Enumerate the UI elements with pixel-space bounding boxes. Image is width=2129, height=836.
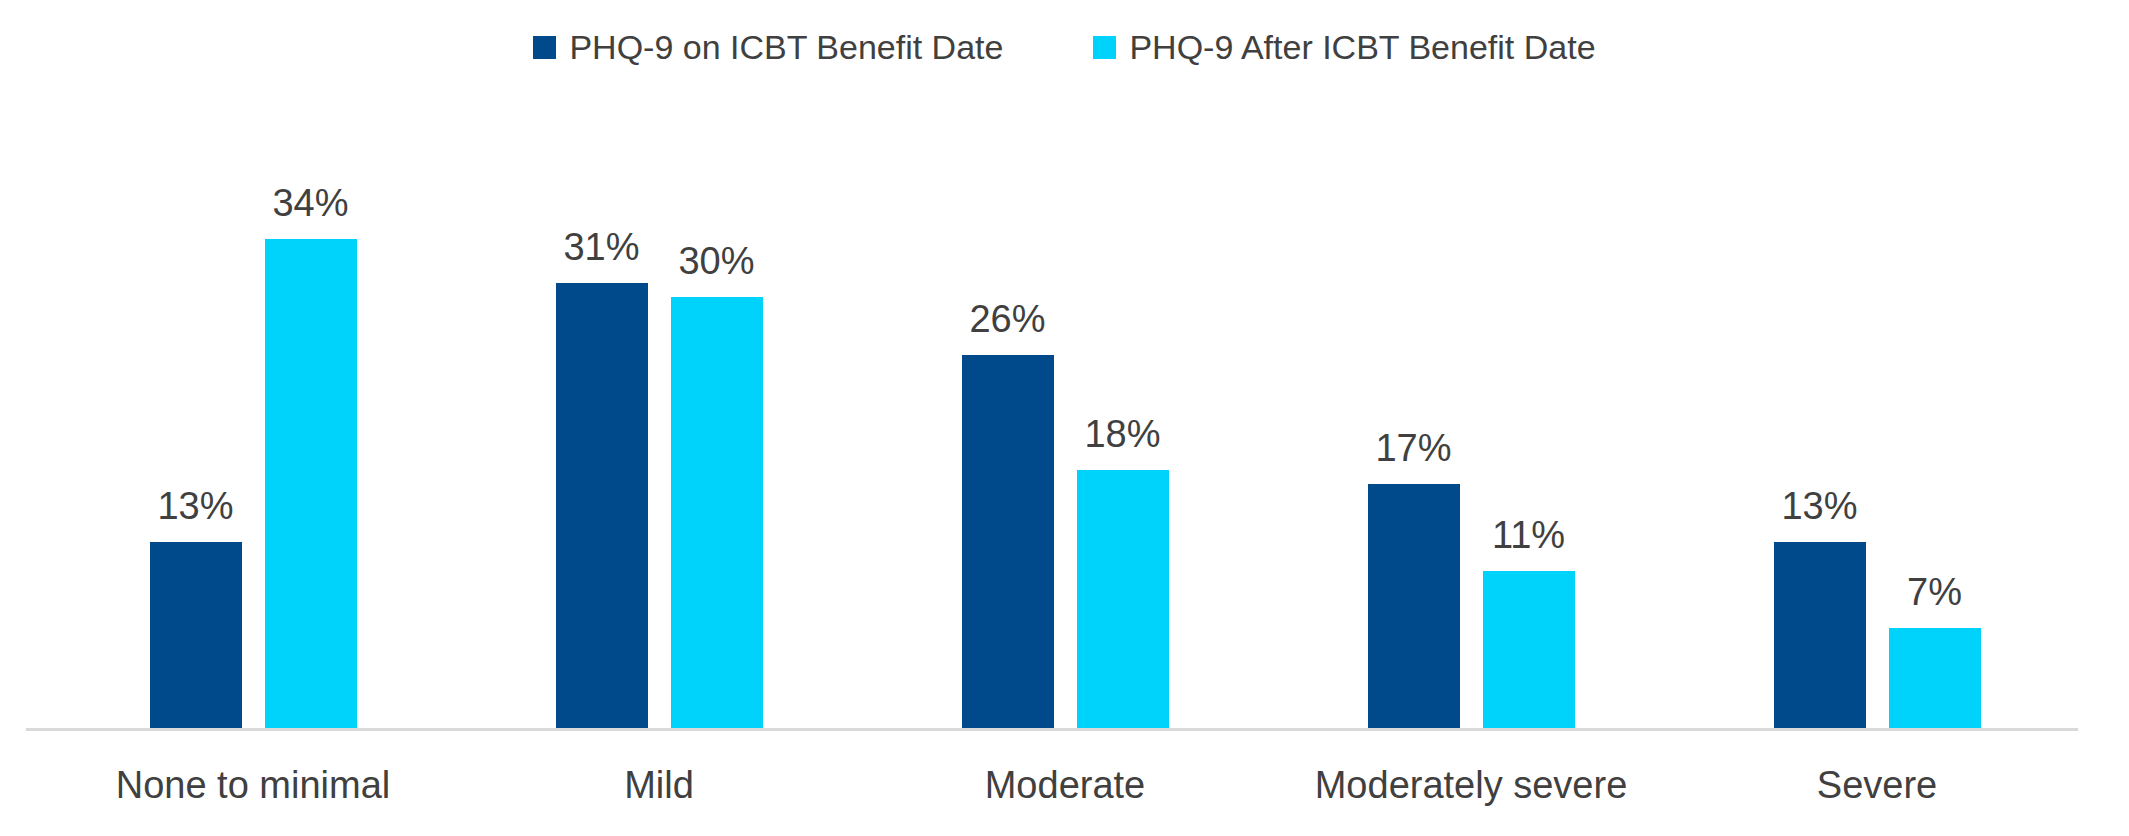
bar-with-label: 26%	[962, 299, 1054, 729]
bar-with-label: 18%	[1077, 414, 1169, 729]
bar-series-1	[1889, 628, 1981, 729]
bar-series-0	[1774, 542, 1866, 729]
bar-with-label: 17%	[1368, 428, 1460, 729]
category-group: 31% 30%	[456, 227, 862, 729]
data-label: 7%	[1907, 572, 1962, 614]
category-group: 13% 34%	[50, 183, 456, 729]
data-label: 13%	[1781, 486, 1857, 528]
category-group: 13% 7%	[1674, 486, 2080, 729]
data-label: 30%	[678, 241, 754, 283]
bar-series-0	[1368, 484, 1460, 729]
category-group: 17% 11%	[1268, 428, 1674, 729]
bar-series-1	[1077, 470, 1169, 729]
data-label: 11%	[1492, 515, 1565, 557]
category-label: Moderate	[862, 764, 1268, 807]
category-label: Severe	[1674, 764, 2080, 807]
bar-with-label: 13%	[1774, 486, 1866, 729]
bar-series-0	[556, 283, 648, 729]
bar-series-1	[1483, 571, 1575, 729]
category-group: 26% 18%	[862, 299, 1268, 729]
bar-series-1	[671, 297, 763, 729]
bar-series-0	[150, 542, 242, 729]
x-axis-labels: None to minimalMildModerateModerately se…	[50, 764, 2080, 807]
bar-with-label: 34%	[265, 183, 357, 729]
category-label: Moderately severe	[1268, 764, 1674, 807]
category-label: None to minimal	[50, 764, 456, 807]
phq9-bar-chart: PHQ-9 on ICBT Benefit DatePHQ-9 After IC…	[0, 0, 2129, 836]
bar-with-label: 13%	[150, 486, 242, 729]
bar-with-label: 11%	[1483, 515, 1575, 729]
bar-with-label: 30%	[671, 241, 763, 729]
bar-series-1	[265, 239, 357, 729]
data-label: 34%	[272, 183, 348, 225]
bar-with-label: 7%	[1889, 572, 1981, 729]
data-label: 13%	[157, 486, 233, 528]
x-axis-line	[26, 728, 2078, 731]
data-label: 18%	[1084, 414, 1160, 456]
bar-series-0	[962, 355, 1054, 729]
data-label: 17%	[1375, 428, 1451, 470]
data-label: 31%	[563, 227, 639, 269]
bar-with-label: 31%	[556, 227, 648, 729]
category-label: Mild	[456, 764, 862, 807]
data-label: 26%	[969, 299, 1045, 341]
plot-area: 13% 34% 31% 30% 26% 18% 17% 11% 13% 7%	[50, 0, 2080, 729]
